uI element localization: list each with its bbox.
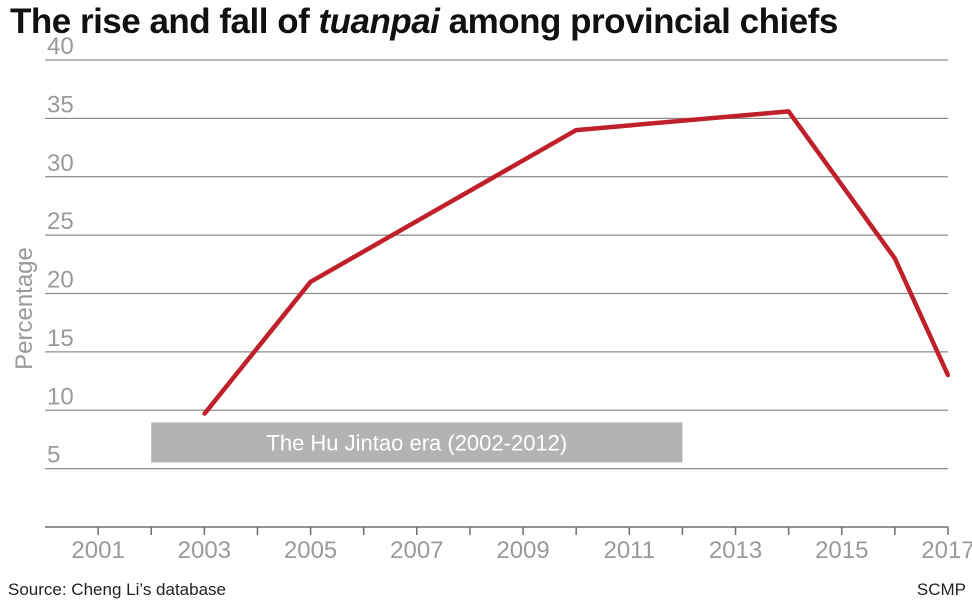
y-tick-label: 40 <box>47 33 74 60</box>
era-annotation-label: The Hu Jintao era (2002-2012) <box>266 430 567 455</box>
y-tick-label: 30 <box>47 150 74 177</box>
y-tick-label: 15 <box>47 325 74 352</box>
publisher-credit: SCMP <box>916 580 966 599</box>
data-point <box>308 279 313 284</box>
chart-title: The rise and fall of tuanpai among provi… <box>10 2 838 41</box>
y-tick-label: 35 <box>47 91 74 118</box>
data-point <box>892 256 897 261</box>
x-tick-label: 2011 <box>603 537 655 564</box>
data-point <box>574 128 579 133</box>
series-line <box>202 109 951 416</box>
x-tick-label: 2005 <box>284 537 337 564</box>
x-tick-label: 2007 <box>390 537 443 564</box>
era-annotation-band <box>151 422 683 463</box>
data-point <box>202 411 207 416</box>
y-axis-label: Percentage <box>11 247 38 370</box>
x-tick-label: 2009 <box>496 537 549 564</box>
x-tick-label: 2017 <box>921 537 972 564</box>
data-point <box>786 109 791 114</box>
x-tick-label: 2001 <box>71 537 124 564</box>
x-tick-label: 2003 <box>178 537 231 564</box>
x-tick-label: 2013 <box>709 537 762 564</box>
x-tick-label: 2015 <box>815 537 868 564</box>
y-tick-label: 5 <box>47 442 60 469</box>
source-note: Source: Cheng Li’s database <box>8 580 227 599</box>
y-tick-label: 20 <box>47 267 74 294</box>
y-tick-label: 10 <box>47 383 74 410</box>
data-point <box>946 373 950 378</box>
y-tick-label: 25 <box>47 208 74 235</box>
